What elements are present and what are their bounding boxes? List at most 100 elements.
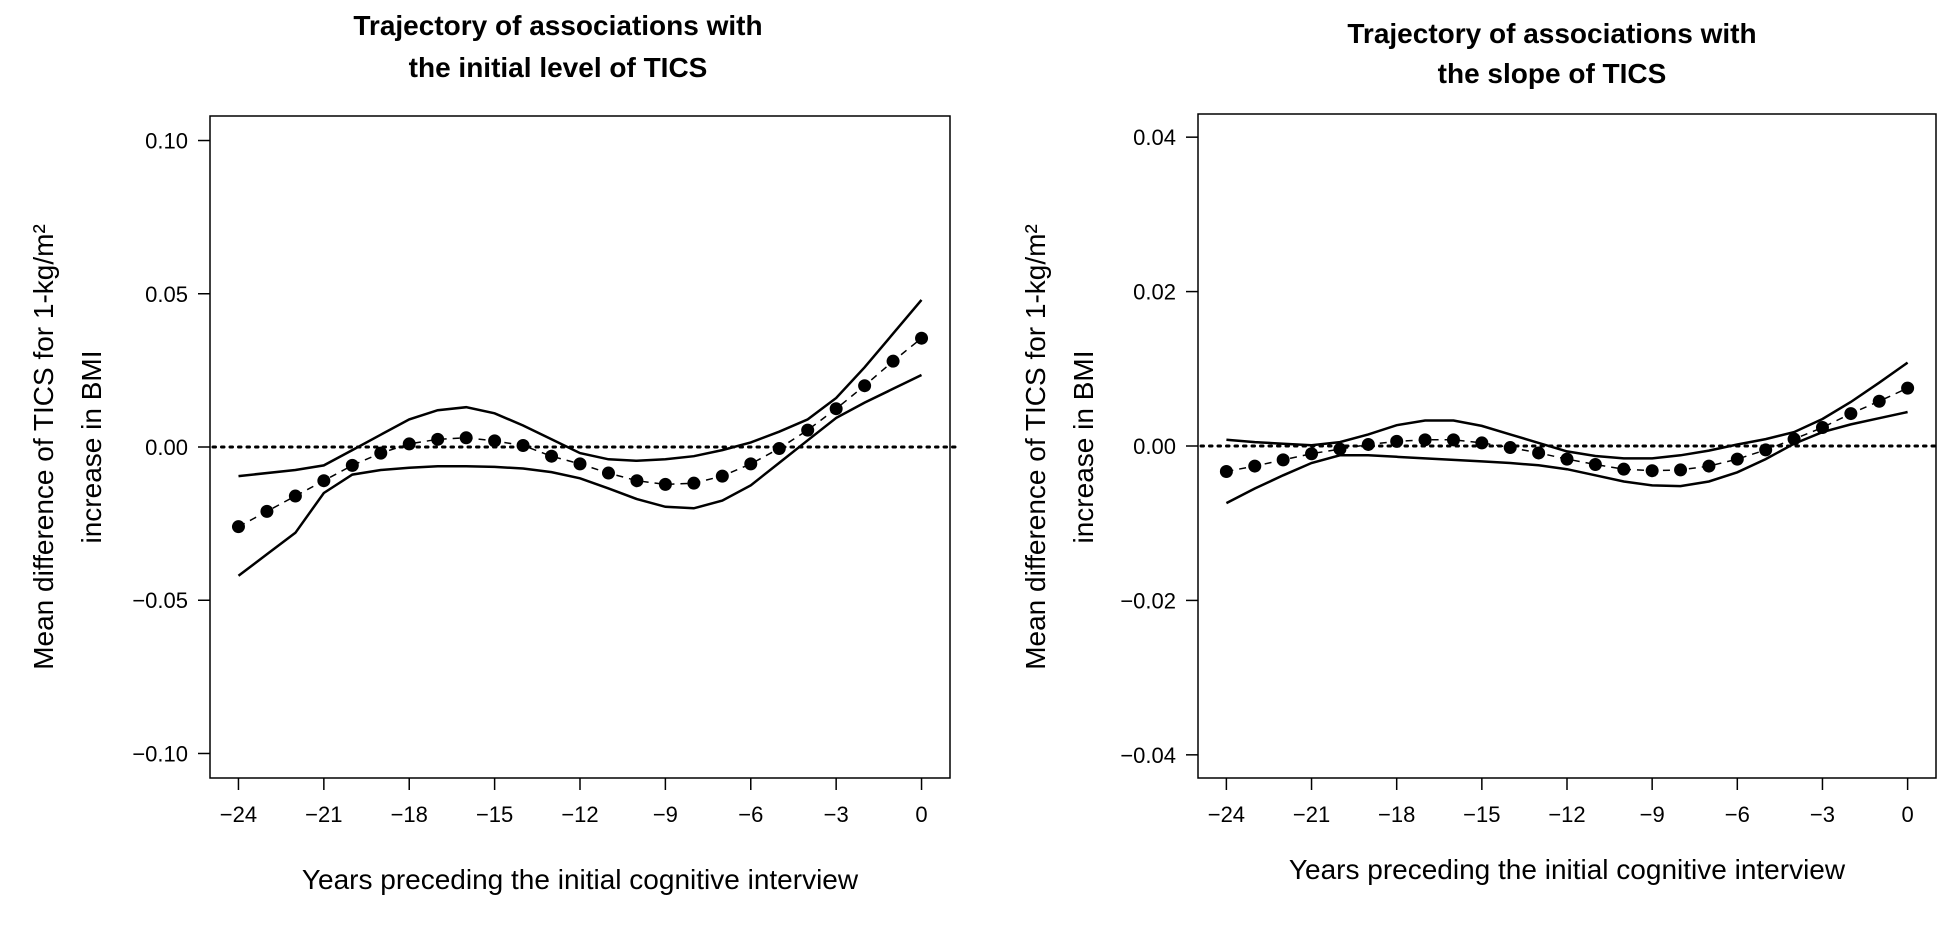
estimate-point — [488, 434, 502, 448]
estimate-point — [1390, 434, 1404, 448]
estimate-point — [431, 432, 445, 446]
chart-panel-slope: Trajectory of associations with the slop… — [1020, 18, 1938, 885]
estimate-point — [1617, 462, 1631, 476]
estimate-point — [801, 423, 815, 437]
x-tick-label: −12 — [1548, 802, 1585, 827]
chart-panel-initial-level: Trajectory of associations with the init… — [28, 10, 958, 895]
estimate-point — [1333, 442, 1347, 456]
x-tick-label: −9 — [653, 802, 678, 827]
estimate-point — [1361, 437, 1375, 451]
x-tick-label: −6 — [738, 802, 763, 827]
estimate-point — [601, 466, 615, 480]
y-tick-label: −0.04 — [1120, 743, 1176, 768]
y-tick-label: 0.00 — [145, 435, 188, 460]
y-axis-label-line-2: increase in BMI — [1068, 351, 1099, 544]
x-tick-label: −12 — [561, 802, 598, 827]
y-axis-label-line-2: increase in BMI — [76, 351, 107, 544]
estimate-point — [715, 469, 729, 483]
x-tick-label: −9 — [1640, 802, 1665, 827]
x-axis-label: Years preceding the initial cognitive in… — [302, 864, 859, 895]
estimate-point — [1588, 458, 1602, 472]
x-tick-label: −3 — [824, 802, 849, 827]
upper-confidence-line — [1226, 361, 1909, 460]
estimate-point — [317, 474, 331, 488]
estimate-point — [288, 489, 302, 503]
y-tick-label: −0.05 — [132, 588, 188, 613]
estimate-point — [1219, 464, 1233, 478]
estimate-point — [1844, 407, 1858, 421]
y-tick-label: 0.02 — [1133, 280, 1176, 305]
estimate-point — [345, 458, 359, 472]
estimate-point — [573, 457, 587, 471]
estimate-point — [829, 402, 843, 416]
x-tick-label: −18 — [1378, 802, 1415, 827]
y-axis: −0.04 −0.02 0.00 0.02 0.04 — [1120, 125, 1198, 768]
x-tick-label: 0 — [915, 802, 927, 827]
x-axis: −24 −21 −18 −15 −12 −9 −6 −3 0 — [1208, 778, 1914, 827]
chart-title-line-2: the initial level of TICS — [409, 52, 708, 83]
estimate-point — [1787, 432, 1801, 446]
estimate-point — [1759, 443, 1773, 457]
estimate-point — [545, 449, 559, 463]
estimate-point — [687, 476, 701, 490]
estimate-point — [772, 442, 786, 456]
estimate-point — [858, 379, 872, 393]
y-tick-label: −0.10 — [132, 741, 188, 766]
estimate-point — [886, 354, 900, 368]
estimate-point — [658, 477, 672, 491]
estimate-point — [459, 431, 473, 445]
chart-title-line-2: the slope of TICS — [1438, 58, 1667, 89]
estimate-point — [1276, 453, 1290, 467]
estimate-point — [1645, 464, 1659, 478]
x-tick-label: −21 — [1293, 802, 1330, 827]
x-axis-label: Years preceding the initial cognitive in… — [1289, 854, 1846, 885]
estimate-point — [1248, 459, 1262, 473]
estimate-point — [744, 457, 758, 471]
estimate-point — [630, 474, 644, 488]
x-tick-label: −15 — [1463, 802, 1500, 827]
estimate-point — [1901, 381, 1915, 395]
estimate-point — [1532, 446, 1546, 460]
estimate-point — [1674, 463, 1688, 477]
x-tick-label: −6 — [1725, 802, 1750, 827]
estimate-point — [516, 438, 530, 452]
estimate-point — [402, 437, 416, 451]
lower-confidence-line — [237, 373, 923, 577]
estimate-point — [1305, 447, 1319, 461]
x-tick-label: −24 — [220, 802, 257, 827]
estimate-point — [231, 520, 245, 534]
estimate-point — [915, 331, 929, 345]
y-tick-label: 0.00 — [1133, 434, 1176, 459]
estimate-point — [1418, 433, 1432, 447]
y-tick-label: −0.02 — [1120, 588, 1176, 613]
estimate-point — [260, 504, 274, 518]
estimate-point — [1560, 452, 1574, 466]
x-tick-label: −15 — [476, 802, 513, 827]
estimate-point — [1730, 452, 1744, 466]
x-tick-label: −24 — [1208, 802, 1245, 827]
estimate-point — [1872, 394, 1886, 408]
y-axis: −0.10 −0.05 0.00 0.05 0.10 — [132, 129, 210, 766]
estimate-point — [1475, 436, 1489, 450]
x-tick-label: −3 — [1810, 802, 1835, 827]
estimate-point — [374, 446, 388, 460]
upper-confidence-line — [238, 299, 923, 478]
x-tick-label: −21 — [305, 802, 342, 827]
estimate-points — [231, 331, 929, 534]
estimate-point — [1815, 420, 1829, 434]
x-tick-label: 0 — [1901, 802, 1913, 827]
y-axis-label-line-1: Mean difference of TICS for 1-kg/m² — [1020, 224, 1051, 670]
y-axis-label-line-1: Mean difference of TICS for 1-kg/m² — [28, 224, 59, 670]
estimate-point — [1702, 459, 1716, 473]
chart-title-line-1: Trajectory of associations with — [1347, 18, 1756, 49]
estimate-point — [1503, 441, 1517, 455]
y-tick-label: 0.04 — [1133, 125, 1176, 150]
estimate-points — [1219, 381, 1915, 478]
y-tick-label: 0.10 — [145, 129, 188, 154]
x-axis: −24 −21 −18 −15 −12 −9 −6 −3 0 — [220, 778, 928, 827]
y-tick-label: 0.05 — [145, 282, 188, 307]
x-tick-label: −18 — [391, 802, 428, 827]
estimate-point — [1446, 433, 1460, 447]
chart-title-line-1: Trajectory of associations with — [353, 10, 762, 41]
